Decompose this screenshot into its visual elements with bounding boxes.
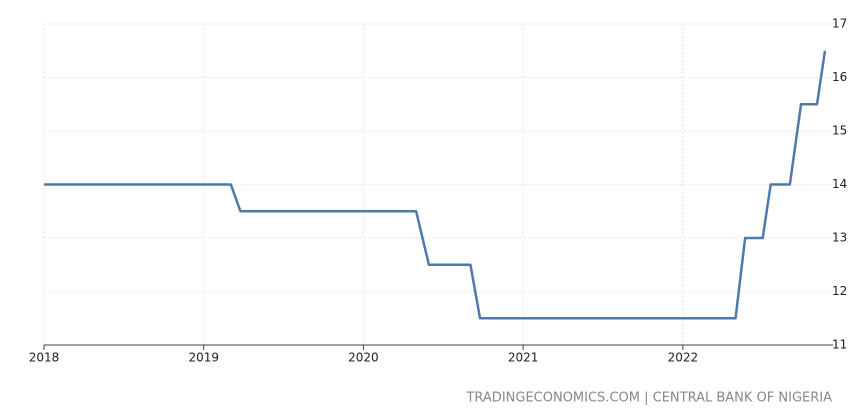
- x-tick-label: 2018: [29, 351, 60, 365]
- data-line: [44, 50, 827, 320]
- y-tick-label: 12: [832, 284, 847, 298]
- source: TRADINGECONOMICS.COM | CENTRAL BANK OF N…: [465, 391, 832, 406]
- y-tick-label: 15: [832, 124, 847, 138]
- y-tick-label: 11: [832, 338, 847, 352]
- y-tick-label: 17: [832, 17, 847, 31]
- x-tick-label: 2020: [348, 351, 379, 365]
- y-tick-label: 13: [832, 231, 847, 245]
- x-tick-label: 2019: [188, 351, 219, 365]
- y-tick-label: 16: [832, 70, 847, 84]
- x-tick-label: 2021: [508, 351, 539, 365]
- y-tick-label: 14: [832, 177, 847, 191]
- x-tick-label: 2022: [668, 351, 699, 365]
